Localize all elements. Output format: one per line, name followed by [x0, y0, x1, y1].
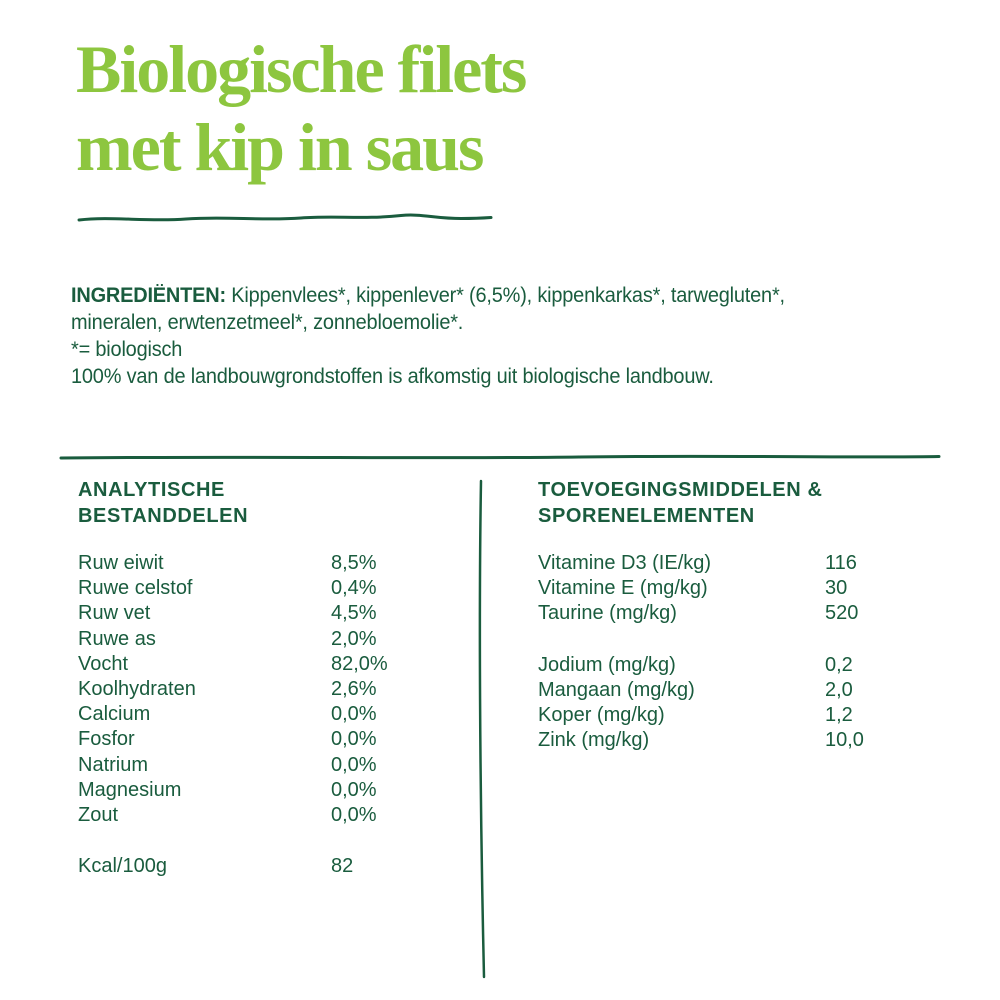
- additives-heading-line1: TOEVOEGINGSMIDDELEN &: [538, 479, 823, 501]
- row-label: Ruwe celstof: [78, 577, 193, 600]
- analytical-section: ANALYTISCHE BESTANDDELEN Ruw eiwit 8,5% R…: [78, 478, 468, 879]
- row-label: Ruw eiwit: [78, 552, 164, 574]
- section-divider-line: [59, 454, 941, 460]
- table-row: Natrium 0,0%: [78, 753, 468, 778]
- title-underline-squiggle: [77, 213, 493, 222]
- table-row: Vocht 82,0%: [78, 652, 468, 677]
- analytical-heading: ANALYTISCHE BESTANDDELEN: [78, 478, 468, 529]
- analytical-table: Ruw eiwit 8,5% Ruwe celstof 0,4% Ruw vet 4,…: [78, 551, 468, 879]
- table-row: Taurine (mg/kg) 520: [538, 601, 928, 626]
- ingredients-footnote: *= biologisch: [71, 338, 183, 361]
- row-value: 8,5%: [331, 552, 377, 574]
- table-row: Mangaan (mg/kg) 2,0: [538, 678, 928, 703]
- row-value: 520: [825, 602, 859, 625]
- table-row: Ruwe celstof 0,4%: [78, 576, 468, 601]
- ingredients-line1-rest: Kippenvlees*, kippenlever* (6,5%), kippe…: [225, 284, 785, 307]
- table-row: Ruwe as 2,0%: [78, 627, 468, 652]
- row-value: 0,0%: [331, 753, 377, 776]
- table-row: Vitamine D3 (IE/kg) 116: [538, 551, 928, 576]
- row-value: 0,0%: [331, 728, 377, 751]
- row-value: 2,0%: [331, 627, 377, 650]
- row-label: Magnesium: [78, 778, 182, 801]
- analytical-heading-line2: BESTANDDELEN: [78, 504, 249, 527]
- row-label: Jodium (mg/kg): [538, 653, 676, 676]
- divider-path: [59, 454, 941, 460]
- row-value: 0,0%: [331, 803, 377, 826]
- row-value: 116: [825, 552, 857, 574]
- row-label: Vitamine E (mg/kg): [538, 577, 708, 600]
- row-value: 82,0%: [331, 652, 388, 675]
- ingredients-label: INGREDIËNTEN:: [71, 284, 226, 307]
- page-title: Biologische filets met kip in saus: [76, 30, 527, 186]
- row-value: 0,0%: [331, 703, 377, 726]
- row-label: Mangaan (mg/kg): [538, 678, 695, 701]
- table-row: Ruw eiwit 8,5%: [78, 551, 468, 576]
- row-value: 2,0: [825, 678, 853, 701]
- table-row: Koolhydraten 2,6%: [78, 677, 468, 702]
- table-row: Magnesium 0,0%: [78, 778, 468, 803]
- row-value: 0,4%: [331, 577, 377, 600]
- additives-table: Vitamine D3 (IE/kg) 116 Vitamine E (mg/kg…: [538, 551, 928, 753]
- row-label: Natrium: [78, 753, 149, 776]
- row-value: 1,2: [825, 703, 853, 726]
- row-label: Koper (mg/kg): [538, 703, 665, 726]
- table-row: Jodium (mg/kg) 0,2: [538, 653, 928, 678]
- row-label: Vitamine D3 (IE/kg): [538, 552, 712, 574]
- table-row: Vitamine E (mg/kg) 30: [538, 576, 928, 601]
- row-label: Kcal/100g: [78, 855, 167, 878]
- kcal-row: Kcal/100g 82: [78, 854, 468, 879]
- row-label: Calcium: [78, 703, 151, 726]
- table-row: Koper (mg/kg) 1,2: [538, 703, 928, 728]
- analytical-heading-line1: ANALYTISCHE: [78, 479, 225, 501]
- row-value: 4,5%: [331, 602, 377, 625]
- ingredients-organic-note: 100% van de landbouwgrondstoffen is afko…: [71, 365, 714, 388]
- row-label: Zout: [78, 803, 119, 826]
- row-value: 30: [825, 577, 848, 600]
- table-row: Zout 0,0%: [78, 803, 468, 828]
- row-value: 2,6%: [331, 677, 377, 700]
- row-value: 0,0%: [331, 778, 377, 801]
- additives-heading-line2: SPORENELEMENTEN: [538, 504, 755, 527]
- row-label: Fosfor: [78, 728, 135, 751]
- row-label: Koolhydraten: [78, 677, 196, 700]
- ingredients-line2: mineralen, erwtenzetmeel*, zonnebloemoli…: [71, 311, 464, 334]
- page-title-line1: Biologische filets: [76, 31, 527, 107]
- row-label: Taurine (mg/kg): [538, 602, 677, 625]
- table-row: Zink (mg/kg) 10,0: [538, 728, 928, 753]
- additives-section: TOEVOEGINGSMIDDELEN & SPORENELEMENTEN Vi…: [538, 478, 928, 753]
- row-value: 82: [331, 855, 354, 878]
- additives-heading: TOEVOEGINGSMIDDELEN & SPORENELEMENTEN: [538, 478, 928, 529]
- table-row: Calcium 0,0%: [78, 702, 468, 727]
- column-divider-line: [478, 479, 486, 979]
- row-value: 0,2: [825, 653, 853, 676]
- page-title-line2: met kip in saus: [76, 109, 484, 185]
- row-value: 10,0: [825, 729, 864, 752]
- squiggle-path: [77, 213, 493, 222]
- row-label: Vocht: [78, 652, 129, 675]
- table-row: Fosfor 0,0%: [78, 727, 468, 752]
- column-divider-path: [478, 479, 486, 979]
- row-label: Ruwe as: [78, 627, 156, 650]
- ingredients-paragraph: INGREDIËNTEN: Kippenvlees*, kippenlever*…: [71, 282, 869, 390]
- ingredients-line1: INGREDIËNTEN: Kippenvlees*, kippenlever*…: [71, 282, 869, 309]
- table-row: Ruw vet 4,5%: [78, 601, 468, 626]
- row-label: Zink (mg/kg): [538, 729, 650, 752]
- row-label: Ruw vet: [78, 602, 151, 625]
